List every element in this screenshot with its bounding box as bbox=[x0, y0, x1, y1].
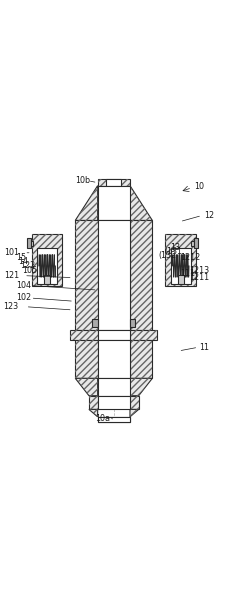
Bar bbox=[37, 248, 57, 284]
Text: 121: 121 bbox=[4, 271, 20, 280]
Bar bbox=[130, 220, 152, 330]
Bar bbox=[130, 340, 152, 379]
Text: 101: 101 bbox=[4, 248, 20, 257]
Bar bbox=[98, 379, 130, 396]
Polygon shape bbox=[75, 185, 98, 220]
Bar bbox=[70, 330, 98, 340]
Bar bbox=[106, 179, 121, 185]
Bar bbox=[98, 340, 130, 379]
Text: 1211: 1211 bbox=[190, 273, 210, 282]
Bar bbox=[44, 275, 50, 284]
Bar bbox=[166, 234, 196, 286]
Bar bbox=[171, 248, 191, 284]
Polygon shape bbox=[75, 379, 98, 396]
Bar bbox=[27, 238, 31, 248]
Text: 11: 11 bbox=[200, 343, 209, 352]
Bar bbox=[75, 340, 98, 379]
Text: 1212: 1212 bbox=[180, 253, 200, 262]
Bar bbox=[98, 417, 130, 422]
Text: 123: 123 bbox=[3, 302, 18, 311]
Bar bbox=[89, 396, 98, 409]
Bar bbox=[130, 220, 152, 330]
Bar bbox=[130, 319, 136, 328]
Bar bbox=[75, 340, 98, 379]
Text: 13: 13 bbox=[170, 243, 180, 252]
Bar bbox=[30, 241, 33, 246]
Text: 105: 105 bbox=[22, 266, 37, 275]
Text: 10: 10 bbox=[194, 182, 204, 191]
Bar bbox=[130, 340, 152, 379]
Bar bbox=[98, 330, 130, 340]
Bar bbox=[98, 179, 130, 185]
Polygon shape bbox=[89, 409, 98, 417]
Bar bbox=[92, 319, 98, 328]
Bar bbox=[75, 220, 98, 330]
Bar bbox=[32, 234, 62, 286]
Text: 102: 102 bbox=[16, 293, 32, 302]
Polygon shape bbox=[130, 185, 152, 220]
Bar bbox=[98, 179, 130, 185]
Bar bbox=[89, 396, 98, 409]
Bar bbox=[70, 330, 98, 340]
Bar bbox=[98, 417, 130, 422]
Bar bbox=[98, 185, 130, 220]
Bar bbox=[32, 234, 62, 286]
Bar bbox=[130, 396, 139, 409]
Bar bbox=[166, 234, 196, 286]
Text: 14: 14 bbox=[18, 257, 28, 266]
Bar bbox=[191, 241, 194, 246]
Text: 10a: 10a bbox=[95, 413, 110, 422]
Polygon shape bbox=[130, 379, 152, 396]
Text: (131: (131 bbox=[165, 247, 183, 256]
Text: 122: 122 bbox=[20, 261, 35, 270]
Text: (132: (132 bbox=[158, 251, 177, 260]
Text: 15: 15 bbox=[16, 253, 26, 262]
Bar bbox=[130, 330, 157, 340]
Polygon shape bbox=[130, 409, 139, 417]
Text: 12: 12 bbox=[204, 211, 215, 220]
Text: 10b: 10b bbox=[75, 176, 90, 185]
Bar bbox=[130, 330, 157, 340]
Bar bbox=[98, 417, 130, 422]
Bar bbox=[178, 275, 184, 284]
Text: 104: 104 bbox=[16, 281, 31, 290]
Bar bbox=[75, 220, 98, 330]
Bar bbox=[194, 238, 198, 248]
Text: 1213: 1213 bbox=[190, 266, 210, 275]
Bar bbox=[98, 220, 130, 330]
Text: 111: 111 bbox=[180, 269, 195, 278]
Bar bbox=[98, 396, 130, 409]
Bar bbox=[130, 396, 139, 409]
